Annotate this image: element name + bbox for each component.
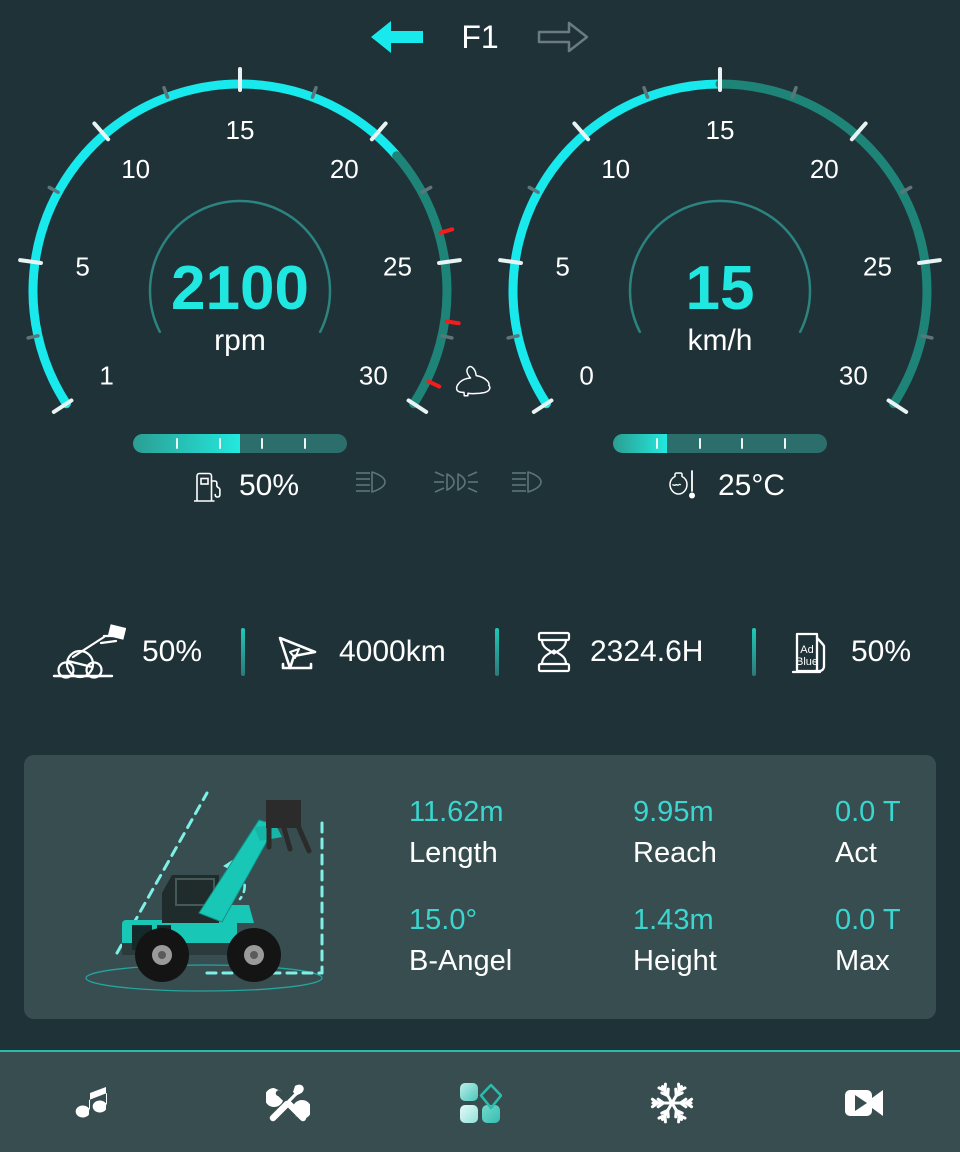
svg-text:25: 25 (383, 252, 412, 282)
svg-text:0: 0 (579, 360, 593, 390)
svg-text:5: 5 (555, 252, 569, 282)
svg-text:Blue: Blue (796, 656, 818, 668)
svg-text:20: 20 (810, 154, 839, 184)
svg-text:15: 15 (706, 115, 735, 145)
svg-text:15: 15 (226, 115, 255, 145)
svg-text:10: 10 (601, 154, 630, 184)
svg-text:5: 5 (75, 252, 89, 282)
svg-text:1: 1 (99, 360, 113, 390)
svg-text:20: 20 (330, 154, 359, 184)
svg-text:30: 30 (839, 360, 868, 390)
svg-text:25: 25 (863, 252, 892, 282)
svg-text:30: 30 (359, 360, 388, 390)
svg-text:10: 10 (121, 154, 150, 184)
svg-text:Ad: Ad (800, 644, 813, 656)
